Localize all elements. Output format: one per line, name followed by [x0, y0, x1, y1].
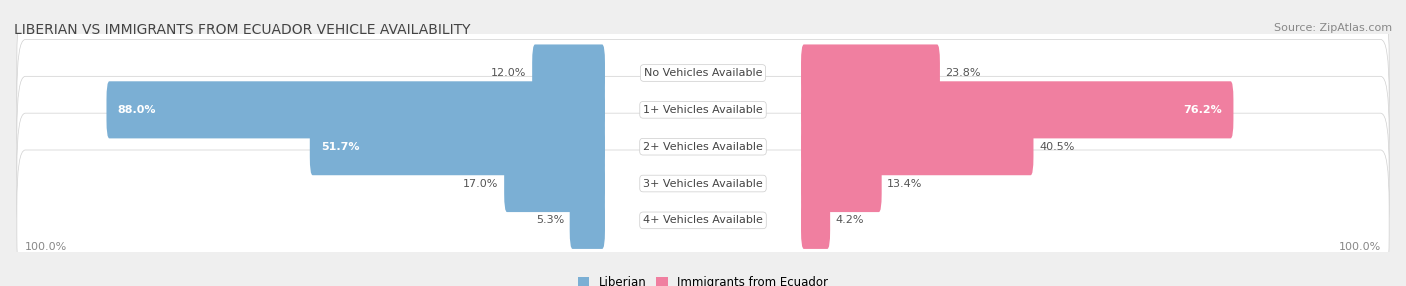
Text: 100.0%: 100.0% [1339, 242, 1381, 252]
FancyBboxPatch shape [309, 118, 605, 175]
Text: 3+ Vehicles Available: 3+ Vehicles Available [643, 178, 763, 188]
Text: 4+ Vehicles Available: 4+ Vehicles Available [643, 215, 763, 225]
Text: 23.8%: 23.8% [945, 68, 981, 78]
FancyBboxPatch shape [569, 192, 605, 249]
Text: No Vehicles Available: No Vehicles Available [644, 68, 762, 78]
FancyBboxPatch shape [801, 44, 941, 102]
FancyBboxPatch shape [801, 155, 882, 212]
FancyBboxPatch shape [17, 39, 1389, 180]
Text: 88.0%: 88.0% [118, 105, 156, 115]
Text: 13.4%: 13.4% [887, 178, 922, 188]
FancyBboxPatch shape [107, 81, 605, 138]
Text: 12.0%: 12.0% [491, 68, 527, 78]
Text: 2+ Vehicles Available: 2+ Vehicles Available [643, 142, 763, 152]
Text: 4.2%: 4.2% [835, 215, 865, 225]
FancyBboxPatch shape [17, 3, 1389, 143]
FancyBboxPatch shape [801, 192, 830, 249]
Text: Source: ZipAtlas.com: Source: ZipAtlas.com [1274, 23, 1392, 33]
FancyBboxPatch shape [531, 44, 605, 102]
Text: 76.2%: 76.2% [1184, 105, 1222, 115]
Text: LIBERIAN VS IMMIGRANTS FROM ECUADOR VEHICLE AVAILABILITY: LIBERIAN VS IMMIGRANTS FROM ECUADOR VEHI… [14, 23, 471, 37]
Text: 40.5%: 40.5% [1039, 142, 1074, 152]
Text: 1+ Vehicles Available: 1+ Vehicles Available [643, 105, 763, 115]
Text: 100.0%: 100.0% [25, 242, 67, 252]
Text: 51.7%: 51.7% [321, 142, 360, 152]
FancyBboxPatch shape [17, 113, 1389, 254]
FancyBboxPatch shape [801, 118, 1033, 175]
FancyBboxPatch shape [801, 81, 1233, 138]
Legend: Liberian, Immigrants from Ecuador: Liberian, Immigrants from Ecuador [572, 271, 834, 286]
FancyBboxPatch shape [17, 76, 1389, 217]
Text: 17.0%: 17.0% [463, 178, 499, 188]
FancyBboxPatch shape [17, 150, 1389, 286]
FancyBboxPatch shape [505, 155, 605, 212]
Text: 5.3%: 5.3% [536, 215, 564, 225]
